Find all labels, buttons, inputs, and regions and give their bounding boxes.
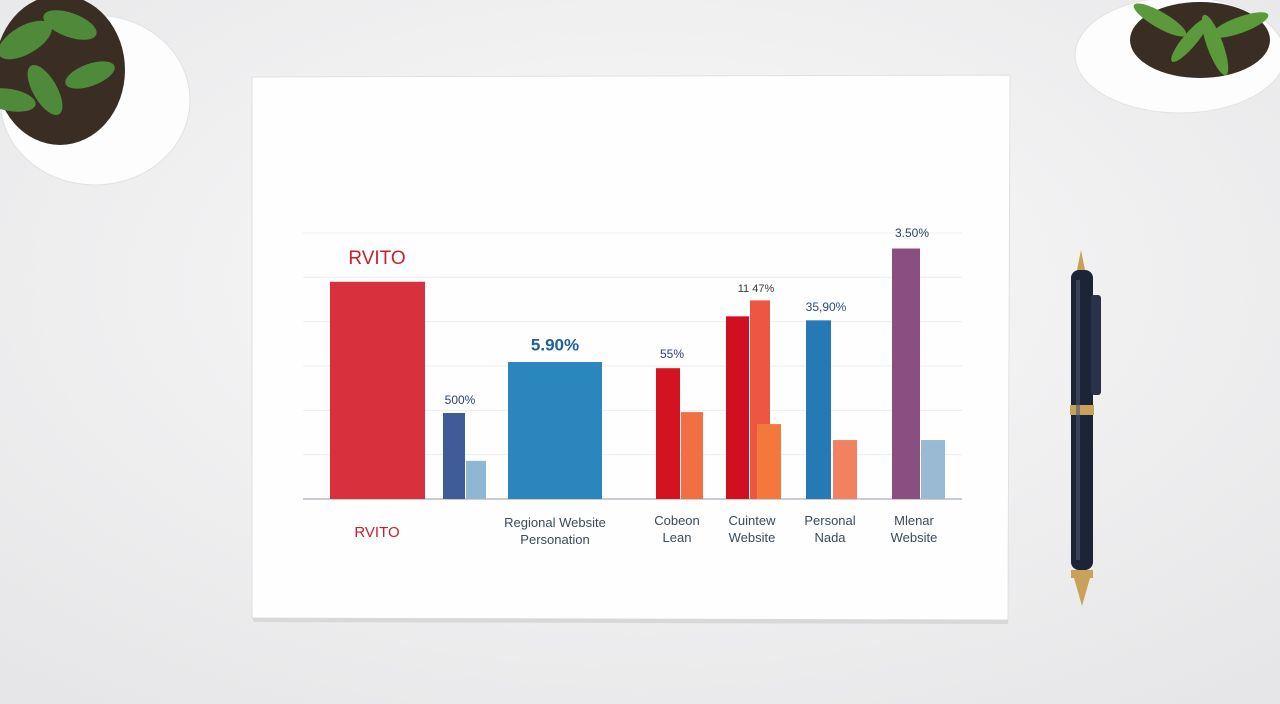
bar	[921, 440, 945, 499]
bar	[466, 460, 486, 499]
data-annotation: 55%	[660, 347, 684, 361]
category-label: RVITO	[354, 524, 400, 541]
paper-shadow	[252, 618, 1008, 624]
bar	[757, 424, 781, 499]
bar	[892, 248, 920, 499]
bar	[833, 440, 857, 499]
data-annotation: 35,90%	[806, 300, 847, 314]
category-label: Mlenar Website	[890, 513, 938, 545]
bar	[443, 412, 465, 499]
plant-left	[0, 0, 191, 186]
data-annotation: 3.50%	[895, 226, 929, 240]
data-annotation: 11 47%	[738, 283, 775, 295]
data-annotation: 500%	[445, 393, 476, 407]
bar	[330, 281, 425, 499]
bar	[726, 316, 749, 499]
data-annotation: 5.90%	[531, 335, 579, 354]
bar	[508, 362, 602, 499]
bar	[806, 320, 831, 499]
chart-title: RVITO	[348, 248, 405, 269]
bar	[656, 368, 680, 499]
plant-right	[1074, 0, 1280, 114]
bar	[681, 412, 703, 499]
category-label: Cuintew Website	[728, 513, 776, 545]
pen	[1070, 250, 1101, 606]
category-label: Personal Nada	[804, 513, 856, 545]
category-label: Regional Website Personation	[504, 515, 606, 547]
category-label: Cobeon Lean	[654, 513, 700, 545]
